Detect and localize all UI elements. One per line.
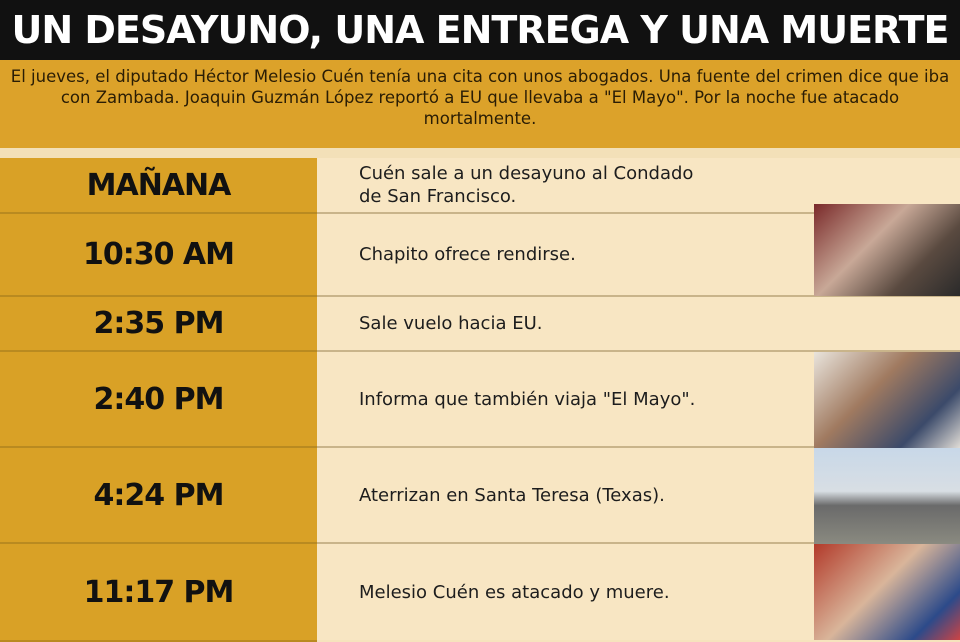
portrait-photo-cuen xyxy=(814,544,960,640)
timeline-time: 10:30 AM xyxy=(0,214,317,297)
timeline-time: 11:17 PM xyxy=(0,544,317,642)
intro-text: El jueves, el diputado Héctor Melesio Cu… xyxy=(0,60,960,148)
timeline-time: 2:40 PM xyxy=(0,352,317,448)
timeline: MAÑANA Cuén sale a un desayuno al Condad… xyxy=(0,158,960,642)
divider xyxy=(0,148,960,158)
headline: UN DESAYUNO, UNA ENTREGA Y UNA MUERTE xyxy=(0,0,960,60)
timeline-time: 4:24 PM xyxy=(0,448,317,544)
portrait-photo-el-mayo xyxy=(814,352,960,448)
airplane-photo xyxy=(814,448,960,544)
timeline-row: MAÑANA Cuén sale a un desayuno al Condad… xyxy=(0,158,960,214)
timeline-row: 2:35 PM Sale vuelo hacia EU. xyxy=(0,297,960,352)
timeline-time: MAÑANA xyxy=(0,158,317,214)
timeline-event: Cuén sale a un desayuno al Condado de Sa… xyxy=(317,158,697,212)
timeline-time: 2:35 PM xyxy=(0,297,317,352)
timeline-event: Sale vuelo hacia EU. xyxy=(317,297,960,350)
portrait-photo-chapito xyxy=(814,204,960,296)
